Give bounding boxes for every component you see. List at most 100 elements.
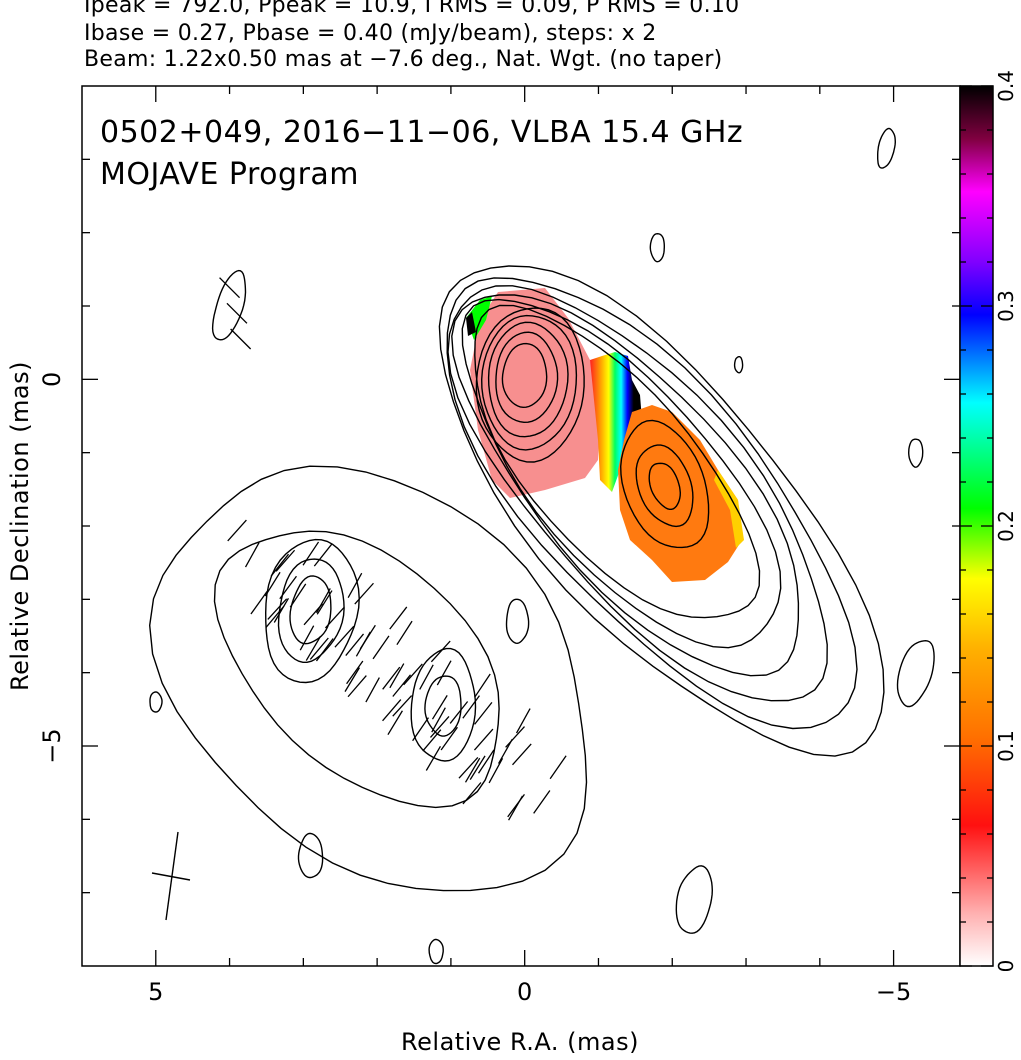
- lobe-envelope-contour: [213, 530, 500, 809]
- evpa-vector: [347, 572, 363, 599]
- evpa-vector: [422, 729, 442, 752]
- y-tick-label: −5: [38, 728, 66, 763]
- evpa-vector: [403, 663, 423, 686]
- noise-contour: [877, 127, 897, 169]
- core-contour: [495, 331, 559, 424]
- evpa-vector: [309, 637, 329, 660]
- evpa-vector: [515, 708, 531, 734]
- evpa-vector: [505, 726, 525, 748]
- inner-jet-contour: [619, 419, 710, 549]
- evpa-vector: [315, 588, 331, 614]
- evpa-vector: [345, 633, 365, 656]
- tick-labels: 5 0 −5 0 −5 0 0.1 0.2 0.3 0.4: [38, 70, 1018, 1006]
- noise-contour: [297, 832, 324, 879]
- evpa-vector: [392, 674, 412, 697]
- evpa-vector: [440, 726, 458, 751]
- noise-contour: [733, 356, 744, 374]
- jet-envelope-contour: [461, 298, 782, 649]
- evpa-vector: [273, 598, 289, 623]
- evpa-vector: [392, 695, 413, 717]
- jet-envelope-contour: [447, 285, 828, 702]
- evpa-vector: [250, 590, 268, 615]
- jet-envelope-contour: [438, 265, 885, 757]
- lobe-outer-envelope-contour: [148, 465, 588, 892]
- y-tick-label: 0: [38, 372, 66, 387]
- evpa-vector: [462, 695, 480, 719]
- evpa-vector: [477, 749, 495, 774]
- evpa-vector: [458, 757, 479, 779]
- evpa-vector: [265, 605, 285, 628]
- evpa-vector: [474, 701, 493, 725]
- evpa-vector: [227, 519, 247, 542]
- evpa-vector: [302, 541, 320, 566]
- evpa-vector: [396, 620, 413, 646]
- evpa-vector: [508, 795, 524, 821]
- evpa-vector: [431, 707, 446, 733]
- noise-contour: [649, 232, 665, 263]
- outer-lobe-a-contour: [264, 538, 360, 684]
- evpa-vector: [512, 743, 532, 766]
- outer-lobe-a-contour: [277, 558, 345, 663]
- x-axis-label: Relative R.A. (mas): [401, 1028, 639, 1056]
- evpa-vector: [462, 782, 482, 805]
- evpa-vector: [464, 757, 481, 783]
- evpa-vector: [334, 625, 355, 648]
- x-tick-label: 5: [148, 978, 163, 1006]
- evpa-vector: [449, 701, 469, 724]
- evpa-vector: [313, 543, 333, 567]
- core-pol-region: [470, 288, 600, 498]
- inner-jet-contour: [635, 444, 694, 528]
- noise-contour: [907, 438, 924, 468]
- evpa-vector: [219, 277, 241, 299]
- evpa-vector: [387, 710, 403, 736]
- outer-lobe-a-contour: [289, 575, 332, 645]
- colorbar-tick-label: 0.4: [994, 70, 1018, 102]
- noise-contour: [675, 865, 714, 934]
- evpa-vector: [305, 636, 322, 661]
- header-base-line: Ibase = 0.27, Pbase = 0.40 (mJy/beam), s…: [84, 21, 657, 46]
- evpa-vector: [469, 755, 486, 780]
- noise-contour: [896, 639, 935, 708]
- evpa-vector: [389, 606, 408, 630]
- core-contour: [480, 314, 578, 451]
- evpa-vector: [299, 625, 315, 651]
- polarization-vectors: [219, 277, 567, 821]
- evpa-vector: [365, 677, 380, 703]
- evpa-vector: [382, 666, 401, 690]
- colorbar-tick-label: 0: [994, 960, 1018, 973]
- core-edge-pol-2: [466, 312, 476, 336]
- outer-lobe-b-contour: [410, 647, 477, 762]
- evpa-vector: [230, 328, 252, 350]
- evpa-vector: [473, 728, 494, 751]
- evpa-vector: [316, 590, 333, 615]
- jet-envelope-contour: [446, 277, 858, 730]
- header-beam-line: Beam: 1.22x0.50 mas at −7.6 deg., Nat. W…: [84, 47, 723, 72]
- evpa-vector: [359, 624, 376, 650]
- evpa-vector: [324, 606, 345, 629]
- inner-jet-pol-edge: [714, 470, 744, 548]
- plot-title-line1: 0502+049, 2016−11−06, VLBA 15.4 GHz: [100, 115, 743, 150]
- evpa-vector: [279, 575, 297, 600]
- inner-jet-contour: [648, 462, 682, 510]
- evpa-vector: [488, 758, 504, 784]
- x-tick-label: 0: [517, 978, 532, 1006]
- noise-contour: [211, 269, 247, 341]
- colorbar-tick-label: 0.3: [994, 290, 1018, 322]
- jet-envelope-contour: [451, 294, 800, 677]
- core-contour: [501, 342, 548, 409]
- evpa-vector: [289, 583, 307, 608]
- noise-contour: [428, 938, 444, 965]
- evpa-vector: [267, 598, 288, 620]
- evpa-vector: [382, 699, 402, 722]
- outer-lobe-b-contour: [424, 675, 462, 737]
- evpa-vector: [430, 640, 451, 663]
- evpa-vector: [315, 638, 334, 662]
- evpa-vector: [419, 664, 434, 690]
- evpa-vector: [264, 571, 281, 597]
- evpa-vector: [347, 675, 367, 698]
- polarization-color-layer: [466, 288, 744, 582]
- transition-pol-region: [590, 352, 642, 492]
- plot-frame: [81, 85, 961, 967]
- contour-layer: [148, 127, 935, 965]
